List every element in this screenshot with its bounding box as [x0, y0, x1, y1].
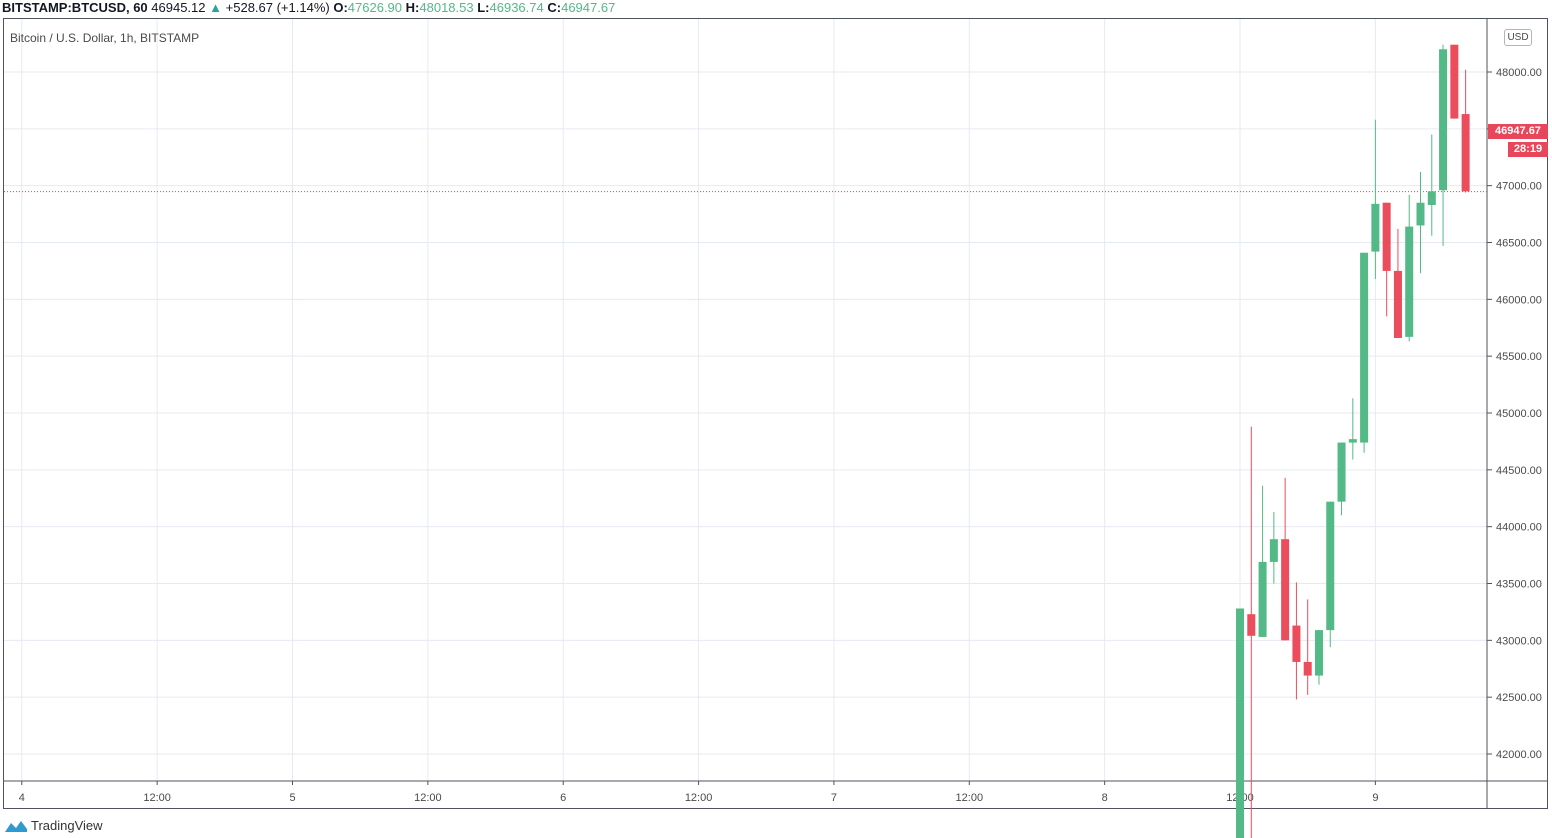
price-axis-label: 48000.00 [1496, 67, 1542, 79]
tradingview-logo[interactable]: TradingView [4, 818, 103, 833]
candle-down [1382, 202, 1391, 271]
price-axis-label: 44500.00 [1496, 465, 1542, 477]
candle-down [1461, 114, 1470, 192]
price-axis-label: 43000.00 [1496, 635, 1542, 647]
candle-up [1439, 49, 1448, 191]
high-label: H: [405, 0, 420, 15]
price-axis-label: 46500.00 [1496, 238, 1542, 250]
candle-up [1371, 203, 1380, 252]
change-value: +528.67 (+1.14%) [225, 0, 330, 15]
price-axis-label: 42000.00 [1496, 749, 1542, 761]
candle-up [1269, 539, 1278, 562]
candle-up [1416, 202, 1425, 226]
bar-countdown: 28:19 [1508, 142, 1548, 157]
price-axis-label: 45000.00 [1496, 408, 1542, 420]
candle-down [1281, 539, 1290, 641]
tradingview-logo-icon [5, 820, 27, 832]
time-axis-label: 12:00 [956, 792, 984, 804]
close-value: 46947.67 [561, 0, 616, 15]
last-price: 46945.12 [151, 0, 206, 15]
candle-down [1303, 661, 1312, 676]
candle-up [1348, 439, 1357, 443]
candle-up [1326, 501, 1335, 631]
candle-down [1247, 614, 1256, 636]
candle-down [1450, 44, 1459, 119]
time-axis-label: 5 [289, 792, 295, 804]
candle-up [1236, 608, 1245, 838]
currency-badge[interactable]: USD [1504, 29, 1532, 46]
time-axis-label: 6 [560, 792, 566, 804]
time-axis-label: 7 [831, 792, 837, 804]
candle-up [1427, 191, 1436, 205]
low-label: L: [477, 0, 490, 15]
open-label: O: [333, 0, 348, 15]
time-axis-label: 8 [1102, 792, 1108, 804]
low-value: 46936.74 [489, 0, 544, 15]
candle-up [1337, 442, 1346, 502]
candle-down [1292, 625, 1301, 662]
branding-label: TradingView [31, 818, 103, 833]
candle-down [1393, 270, 1402, 338]
candle-up [1314, 630, 1323, 676]
price-axis-label: 43500.00 [1496, 579, 1542, 591]
last-price-tag: 46947.67 [1488, 124, 1548, 139]
price-axis-label: 47000.00 [1496, 181, 1542, 193]
candle-up [1258, 561, 1267, 637]
symbol-header: BITSTAMP:BTCUSD, 60 46945.12 ▲ +528.67 (… [2, 0, 615, 16]
close-label: C: [547, 0, 562, 15]
symbol-label: BITSTAMP:BTCUSD, 60 [2, 0, 148, 15]
candle-up [1405, 226, 1414, 337]
price-axis-label: 42500.00 [1496, 692, 1542, 704]
open-value: 47626.90 [347, 0, 403, 15]
time-axis-label: 9 [1372, 792, 1378, 804]
time-axis-label: 12:00 [414, 792, 442, 804]
chart-frame[interactable] [3, 18, 1548, 809]
high-value: 48018.53 [419, 0, 474, 15]
price-axis-label: 44000.00 [1496, 522, 1542, 534]
time-axis-label: 12:00 [143, 792, 171, 804]
price-axis-label: 46000.00 [1496, 294, 1542, 306]
up-arrow-icon: ▲ [209, 0, 223, 15]
time-axis-label: 4 [19, 792, 25, 804]
time-axis-label: 12:00 [685, 792, 713, 804]
candle-up [1360, 252, 1369, 443]
chart-subtitle: Bitcoin / U.S. Dollar, 1h, BITSTAMP [10, 31, 200, 45]
price-axis-label: 45500.00 [1496, 351, 1542, 363]
